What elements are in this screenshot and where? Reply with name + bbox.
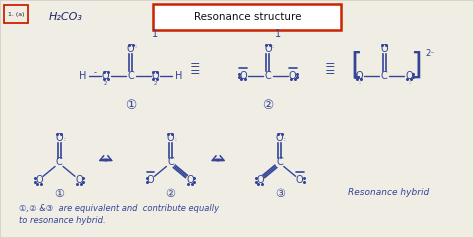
Text: :: : bbox=[135, 44, 137, 49]
Text: O: O bbox=[276, 133, 283, 143]
Text: 1: 1 bbox=[153, 29, 158, 39]
Text: O: O bbox=[264, 44, 272, 54]
Text: 2: 2 bbox=[104, 81, 108, 86]
Text: H: H bbox=[174, 70, 182, 80]
Text: ①: ① bbox=[54, 189, 64, 199]
Text: :: : bbox=[408, 80, 410, 85]
Text: :: : bbox=[358, 80, 360, 85]
Text: O: O bbox=[166, 133, 174, 143]
Text: :: : bbox=[272, 44, 274, 49]
Text: :: : bbox=[63, 137, 65, 142]
Text: =: = bbox=[190, 59, 201, 72]
Text: 1: 1 bbox=[275, 29, 281, 39]
Text: ]: ] bbox=[410, 51, 422, 80]
Text: O: O bbox=[75, 175, 83, 185]
Text: =: = bbox=[324, 59, 335, 72]
Text: [: [ bbox=[350, 51, 362, 80]
Text: ③: ③ bbox=[275, 189, 285, 199]
Text: 2: 2 bbox=[154, 81, 157, 86]
Text: O: O bbox=[289, 70, 296, 80]
Text: O: O bbox=[296, 175, 303, 185]
Text: =: = bbox=[324, 66, 335, 79]
Text: O: O bbox=[102, 70, 109, 80]
Text: O: O bbox=[186, 175, 194, 185]
Text: 1. (a): 1. (a) bbox=[8, 12, 25, 17]
Text: O: O bbox=[239, 70, 247, 80]
Text: C: C bbox=[276, 158, 283, 168]
Text: =: = bbox=[190, 66, 201, 79]
Text: O: O bbox=[36, 175, 43, 185]
Text: :: : bbox=[174, 137, 176, 142]
Text: ①: ① bbox=[125, 99, 136, 112]
Text: Resonance hybrid: Resonance hybrid bbox=[348, 188, 430, 197]
Text: O: O bbox=[405, 70, 413, 80]
Text: O: O bbox=[127, 44, 135, 54]
FancyBboxPatch shape bbox=[4, 5, 28, 23]
Text: C: C bbox=[381, 70, 388, 80]
Text: C: C bbox=[167, 158, 174, 168]
Text: O: O bbox=[356, 70, 363, 80]
Text: ②: ② bbox=[165, 189, 175, 199]
Text: ①,② &③  are equivalent and  contribute equally: ①,② &③ are equivalent and contribute equ… bbox=[19, 204, 219, 213]
FancyBboxPatch shape bbox=[154, 4, 341, 30]
Text: O: O bbox=[380, 44, 388, 54]
Text: O: O bbox=[256, 175, 264, 185]
Text: 2⁻: 2⁻ bbox=[425, 49, 435, 58]
Text: ②: ② bbox=[262, 99, 273, 112]
Text: O: O bbox=[146, 175, 155, 185]
Text: C: C bbox=[55, 158, 63, 168]
Text: -: - bbox=[93, 68, 96, 77]
Text: to resonance hybrid.: to resonance hybrid. bbox=[19, 216, 106, 225]
Text: O: O bbox=[152, 70, 159, 80]
Text: O: O bbox=[55, 133, 63, 143]
Text: H: H bbox=[79, 70, 87, 80]
Text: :: : bbox=[284, 137, 286, 142]
Text: C: C bbox=[127, 70, 134, 80]
Text: H₂CO₃: H₂CO₃ bbox=[49, 12, 83, 22]
Text: C: C bbox=[264, 70, 271, 80]
Text: Resonance structure: Resonance structure bbox=[194, 12, 301, 22]
